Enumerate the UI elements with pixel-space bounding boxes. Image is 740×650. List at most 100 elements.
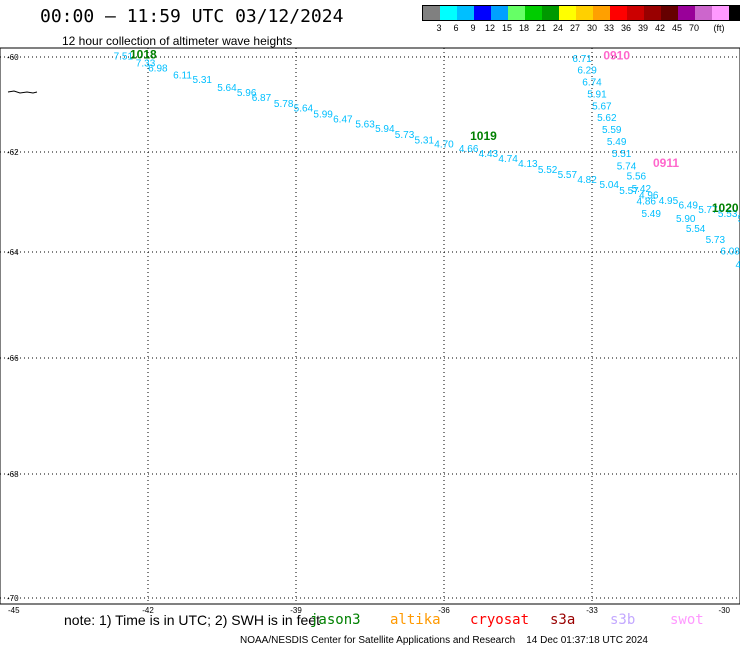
legend-swatch-strip bbox=[422, 5, 740, 21]
track-time-label: 0911 bbox=[653, 156, 679, 170]
legend-swatch bbox=[491, 6, 508, 20]
legend-swatch bbox=[678, 6, 695, 20]
wave-height-point: 6.47 bbox=[333, 115, 353, 126]
legend-swatch bbox=[474, 6, 491, 20]
wave-height-point: 7.51 bbox=[114, 51, 134, 62]
latitude-label: -62 bbox=[7, 148, 19, 157]
wave-height-point: 5.52 bbox=[538, 165, 558, 176]
wave-height-point: 6.11 bbox=[173, 70, 192, 81]
legend-swatch bbox=[559, 6, 576, 20]
wave-height-point: 5.42 bbox=[632, 184, 652, 195]
wave-height-point: 4.96 bbox=[639, 191, 659, 202]
legend-label: 36 bbox=[620, 23, 632, 33]
longitude-label: -45 bbox=[8, 606, 20, 615]
legend-swatch bbox=[508, 6, 525, 20]
wave-height-point: 5.59 bbox=[602, 125, 622, 136]
wave-height-point: 5.73 bbox=[706, 235, 726, 246]
wave-height-point: 5.67 bbox=[592, 101, 612, 112]
wave-height-point: 5.73 bbox=[395, 130, 415, 141]
wave-height-point: 6.71 bbox=[572, 54, 592, 65]
legend-label: 27 bbox=[569, 23, 581, 33]
satellite-legend-jason3: jason3 bbox=[310, 612, 361, 628]
legend-swatch bbox=[695, 6, 712, 20]
latitude-label: -66 bbox=[7, 354, 19, 363]
legend-swatch bbox=[627, 6, 644, 20]
legend-label-row: 3 6 9 12 15 18 21 24 27 30 33 36 39 42 45 70 (ft) bbox=[422, 23, 740, 37]
legend-swatch bbox=[423, 6, 440, 20]
wave-height-point: 5.86 bbox=[738, 214, 740, 225]
wave-height-point: 5.94 bbox=[375, 124, 395, 135]
legend-label: (ft) bbox=[713, 23, 725, 33]
longitude-label: -42 bbox=[142, 606, 154, 615]
satellite-legend-s3a: s3a bbox=[550, 612, 576, 628]
legend-label: 42 bbox=[654, 23, 666, 33]
units-note: note: 1) Time is in UTC; 2) SWH is in fe… bbox=[64, 612, 320, 628]
legend-swatch bbox=[610, 6, 627, 20]
wave-height-point: 4.86 bbox=[637, 197, 657, 208]
legend-label: 39 bbox=[637, 23, 649, 33]
legend-label: 45 bbox=[671, 23, 683, 33]
wave-height-point: 5.31 bbox=[415, 135, 435, 146]
latitude-label: -68 bbox=[7, 470, 19, 479]
wave-height-point: 5.04 bbox=[600, 180, 620, 191]
wave-height-point: 5.78 bbox=[274, 99, 294, 110]
satellite-legend-altika: altika bbox=[390, 612, 441, 628]
map-frame bbox=[0, 47, 740, 605]
legend-swatch bbox=[457, 6, 474, 20]
wave-height-point: 5.90 bbox=[676, 214, 696, 225]
wave-height-point: 5.53 bbox=[718, 209, 738, 220]
wave-height-point: 5.77 bbox=[698, 205, 718, 216]
wave-height-point: 6.49 bbox=[678, 201, 698, 212]
wave-height-point: 6.29 bbox=[577, 66, 597, 77]
wave-height-point: 4.70 bbox=[434, 139, 454, 150]
legend-swatch bbox=[661, 6, 678, 20]
wave-height-point: 4.95 bbox=[659, 196, 679, 207]
map-grid bbox=[0, 48, 740, 604]
island-coastline bbox=[7, 90, 38, 94]
wave-height-point: 5.31 bbox=[193, 75, 213, 86]
wave-height-point: 7.33 bbox=[136, 59, 156, 70]
satellite-legend-cryosat: cryosat bbox=[470, 612, 530, 628]
longitude-label: -36 bbox=[438, 606, 450, 615]
latitude-label: -60 bbox=[7, 53, 19, 62]
track-time-label: 0910 bbox=[603, 48, 630, 62]
track-time-label: 1019 bbox=[470, 129, 497, 143]
wave-height-point: 6.74 bbox=[582, 78, 602, 89]
legend-swatch bbox=[729, 6, 740, 20]
wave-height-point: 4.66 bbox=[459, 144, 479, 155]
satellite-legend-swot: swot bbox=[670, 612, 704, 628]
map-subtitle: 12 hour collection of altimeter wave hei… bbox=[62, 34, 293, 48]
wave-height-point: 4.5 bbox=[736, 260, 740, 271]
longitude-label: -30 bbox=[718, 606, 730, 615]
legend-swatch bbox=[525, 6, 542, 20]
wave-height-point: 4.74 bbox=[498, 154, 518, 165]
wave-height-point: 5.56 bbox=[627, 172, 647, 183]
legend-label: 24 bbox=[552, 23, 564, 33]
wave-height-point: 5.51 bbox=[612, 149, 632, 160]
track-time-label: 1018 bbox=[130, 47, 157, 61]
wave-height-point: 4.43 bbox=[479, 149, 499, 160]
wave-height-point: 6.08 bbox=[720, 247, 740, 258]
legend-label: 30 bbox=[586, 23, 598, 33]
wave-height-point: 4.82 bbox=[577, 175, 597, 186]
wave-height-point: 6.87 bbox=[252, 93, 272, 104]
legend-label: 21 bbox=[535, 23, 547, 33]
wave-height-point: 6.98 bbox=[148, 63, 168, 74]
wave-height-point: 5.64 bbox=[217, 83, 237, 94]
wave-height-point: 5.57 bbox=[619, 186, 639, 197]
latitude-label: -70 bbox=[7, 594, 19, 603]
coastline bbox=[7, 90, 38, 94]
legend-swatch bbox=[576, 6, 593, 20]
wave-height-tracks: 7.517.336.986.11 5.315.64 5.966.875.78 5.64… bbox=[114, 47, 740, 271]
wave-height-color-legend: 3 6 9 12 15 18 21 24 27 30 33 36 39 42 45 70 (ft) bbox=[422, 5, 740, 37]
axis-labels: -60 -62 -64 -66 -68 -70 -45 -42 -39 -36 -33 -30 bbox=[7, 53, 731, 615]
data-credit: NOAA/NESDIS Center for Satellite Applica… bbox=[240, 635, 648, 646]
legend-swatch bbox=[644, 6, 661, 20]
legend-label: 9 bbox=[470, 23, 476, 33]
wave-height-point: 5.99 bbox=[313, 109, 333, 120]
longitude-label: -39 bbox=[290, 606, 302, 615]
wave-height-point: 5.62 bbox=[597, 113, 617, 124]
legend-label: 6 bbox=[453, 23, 459, 33]
legend-label: 15 bbox=[501, 23, 513, 33]
